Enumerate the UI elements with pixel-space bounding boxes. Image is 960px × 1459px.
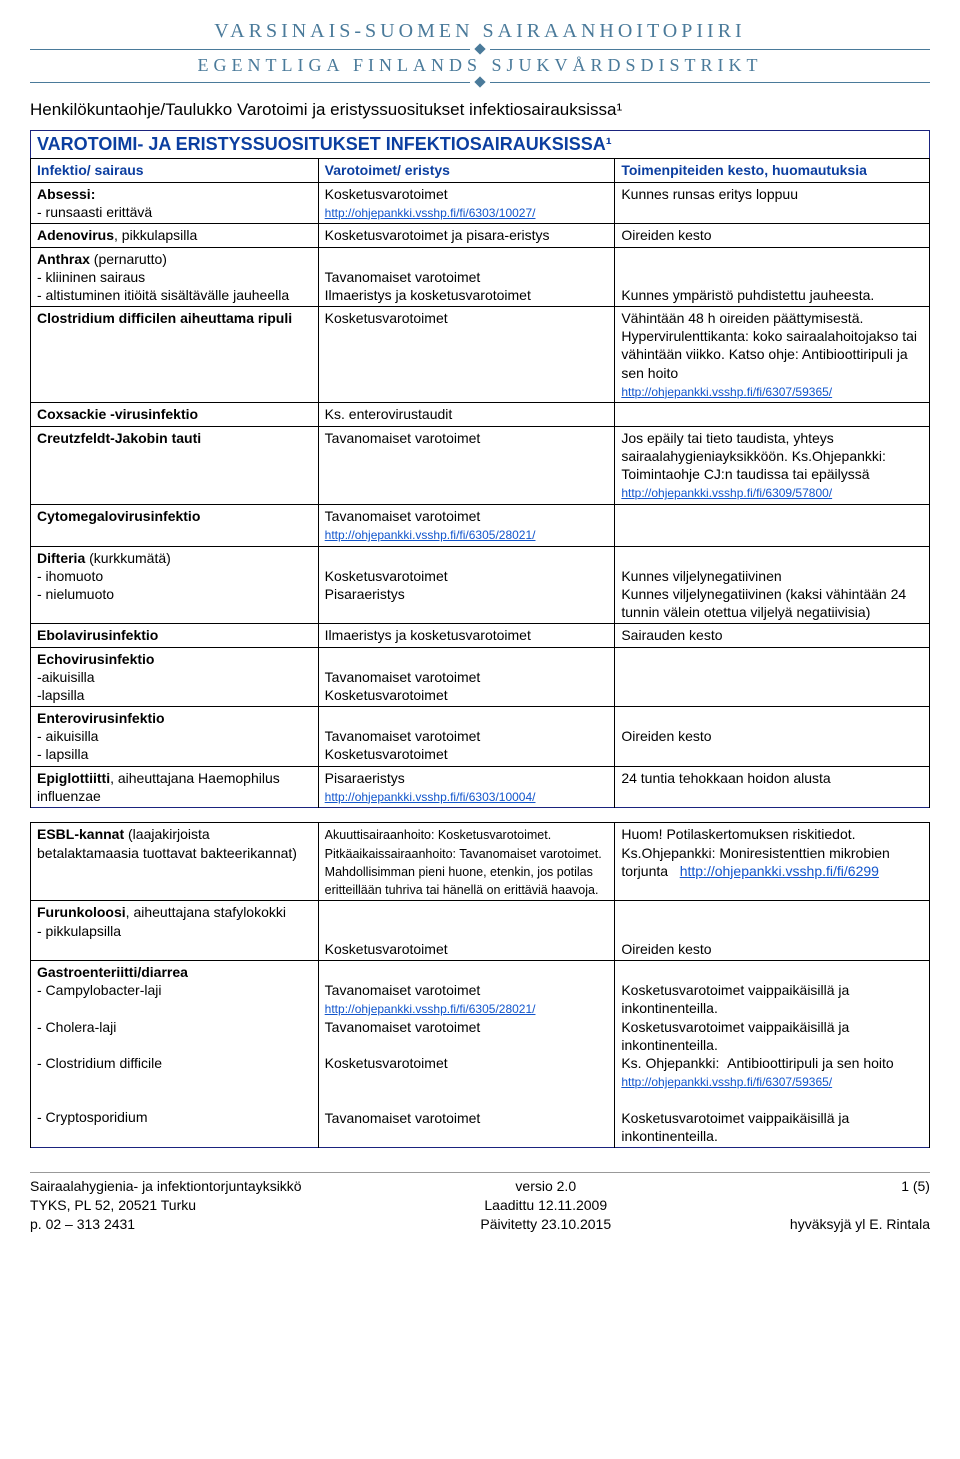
- footer-left: Sairaalahygienia- ja infektiontorjuntayk…: [30, 1177, 302, 1234]
- cell-infection: Clostridium difficilen aiheuttama ripuli: [31, 307, 319, 403]
- cell-duration: 24 tuntia tehokkaan hoidon alusta: [615, 766, 930, 808]
- cell-precaution: Ilmaeristys ja kosketusvarotoimet: [318, 624, 615, 647]
- cell-duration: Kunnes viljelynegatiivinenKunnes viljely…: [615, 546, 930, 624]
- col3-header: Toimenpiteiden kesto, huomautuksia: [615, 159, 930, 182]
- link-28021b[interactable]: http://ohjepankki.vsshp.fi/fi/6305/28021…: [325, 1002, 536, 1016]
- cell-duration: Sairauden kesto: [615, 624, 930, 647]
- table-row: Enterovirusinfektio- aikuisilla- lapsill…: [31, 707, 930, 767]
- link-57800[interactable]: http://ohjepankki.vsshp.fi/fi/6309/57800…: [621, 486, 832, 500]
- link-10004[interactable]: http://ohjepankki.vsshp.fi/fi/6303/10004…: [325, 790, 536, 804]
- logo-line2: EGENTLIGA FINLANDS SJUKVÅRDSDISTRIKT: [30, 55, 930, 76]
- cell-duration: Kunnes runsas eritys loppuu: [615, 182, 930, 224]
- cell-infection: Adenovirus, pikkulapsilla: [31, 224, 319, 247]
- cell-infection: Epiglottiitti, aiheuttajana Haemophilus …: [31, 766, 319, 808]
- page-footer: Sairaalahygienia- ja infektiontorjuntayk…: [30, 1172, 930, 1234]
- logo-line1: VARSINAIS-SUOMEN SAIRAANHOITOPIIRI: [30, 20, 930, 43]
- cell-precaution: Pisaraeristyshttp://ohjepankki.vsshp.fi/…: [318, 766, 615, 808]
- header-row: Infektio/ sairaus Varotoimet/ eristys To…: [31, 159, 930, 182]
- cell-infection: Cytomegalovirusinfektio: [31, 504, 319, 546]
- cell-infection: Anthrax (pernarutto)- kliininen sairaus-…: [31, 247, 319, 307]
- cell-infection: Creutzfeldt-Jakobin tauti: [31, 426, 319, 504]
- table-row: Anthrax (pernarutto)- kliininen sairaus-…: [31, 247, 930, 307]
- main-table-2: ESBL-kannat (laajakirjoista betalaktamaa…: [30, 822, 930, 1148]
- table-row: Echovirusinfektio-aikuisilla-lapsillaTav…: [31, 647, 930, 707]
- cell-precaution: Tavanomaiset varotoimet: [318, 426, 615, 504]
- cell-duration: Huom! Potilaskertomuksen riskitiedot. Ks…: [615, 823, 930, 901]
- logo-divider: [30, 45, 930, 53]
- org-logo: VARSINAIS-SUOMEN SAIRAANHOITOPIIRI EGENT…: [30, 20, 930, 86]
- cell-infection: Furunkoloosi, aiheuttajana stafylokokki-…: [31, 901, 319, 961]
- cell-precaution: Tavanomaiset varotoimetIlmaeristys ja ko…: [318, 247, 615, 307]
- link-28021a[interactable]: http://ohjepankki.vsshp.fi/fi/6305/28021…: [325, 528, 536, 542]
- cell-precaution: KosketusvarotoimetPisaraeristys: [318, 546, 615, 624]
- table-row: Absessi:- runsaasti erittäväKosketusvaro…: [31, 182, 930, 224]
- footer-center: versio 2.0Laadittu 12.11.2009Päivitetty …: [480, 1177, 611, 1234]
- cell-duration: Vähintään 48 h oireiden päättymisestä. H…: [615, 307, 930, 403]
- cell-precaution: Tavanomaiset varotoimetKosketusvarotoime…: [318, 707, 615, 767]
- link-6299[interactable]: http://ohjepankki.vsshp.fi/fi/6299: [680, 863, 879, 879]
- cell-precaution: Akuuttisairaanhoito: Kosketusvarotoimet.…: [318, 823, 615, 901]
- cell-precaution: Tavanomaiset varotoimethttp://ohjepankki…: [318, 504, 615, 546]
- cell-duration: Kunnes ympäristö puhdistettu jauheesta.: [615, 247, 930, 307]
- col2-header: Varotoimet/ eristys: [318, 159, 615, 182]
- cell-duration: Oireiden kesto: [615, 224, 930, 247]
- table-row: Epiglottiitti, aiheuttajana Haemophilus …: [31, 766, 930, 808]
- cell-duration: Oireiden kesto: [615, 707, 930, 767]
- cell-infection: Ebolavirusinfektio: [31, 624, 319, 647]
- cell-precaution: Kosketusvarotoimet ja pisara-eristys: [318, 224, 615, 247]
- link-59365b[interactable]: http://ohjepankki.vsshp.fi/fi/6307/59365…: [621, 1075, 832, 1089]
- cell-precaution: Tavanomaiset varotoimetKosketusvarotoime…: [318, 647, 615, 707]
- cell-infection: Difteria (kurkkumätä)- ihomuoto- nielumu…: [31, 546, 319, 624]
- cell-duration: [615, 504, 930, 546]
- table-row: EbolavirusinfektioIlmaeristys ja kosketu…: [31, 624, 930, 647]
- cell-infection: Coxsackie -virusinfektio: [31, 403, 319, 426]
- link-10027[interactable]: http://ohjepankki.vsshp.fi/fi/6303/10027…: [325, 206, 536, 220]
- link-59365a[interactable]: http://ohjepankki.vsshp.fi/fi/6307/59365…: [621, 385, 832, 399]
- table-row: Gastroenteriitti/diarrea- Campylobacter-…: [31, 960, 930, 1147]
- table-row: CytomegalovirusinfektioTavanomaiset varo…: [31, 504, 930, 546]
- cell-infection: ESBL-kannat (laajakirjoista betalaktamaa…: [31, 823, 319, 901]
- table-row: Furunkoloosi, aiheuttajana stafylokokki-…: [31, 901, 930, 961]
- cell-duration: Jos epäily tai tieto taudista, yhteys sa…: [615, 426, 930, 504]
- cell-duration: [615, 403, 930, 426]
- table-row: Coxsackie -virusinfektioKs. enterovirust…: [31, 403, 930, 426]
- table-row: Difteria (kurkkumätä)- ihomuoto- nielumu…: [31, 546, 930, 624]
- doc-subtitle: Henkilökuntaohje/Taulukko Varotoimi ja e…: [30, 100, 930, 120]
- table-row: Clostridium difficilen aiheuttama ripuli…: [31, 307, 930, 403]
- cell-infection: Gastroenteriitti/diarrea- Campylobacter-…: [31, 960, 319, 1147]
- logo-divider-2: [30, 78, 930, 86]
- cell-precaution: Tavanomaiset varotoimethttp://ohjepankki…: [318, 960, 615, 1147]
- cell-precaution: Kosketusvarotoimethttp://ohjepankki.vssh…: [318, 182, 615, 224]
- cell-infection: Absessi:- runsaasti erittävä: [31, 182, 319, 224]
- cell-precaution: Kosketusvarotoimet: [318, 307, 615, 403]
- table-row: ESBL-kannat (laajakirjoista betalaktamaa…: [31, 823, 930, 901]
- cell-duration: Kosketusvarotoimet vaippaikäisillä ja in…: [615, 960, 930, 1147]
- cell-duration: [615, 647, 930, 707]
- table-row: Creutzfeldt-Jakobin tautiTavanomaiset va…: [31, 426, 930, 504]
- cell-duration: Oireiden kesto: [615, 901, 930, 961]
- col1-header: Infektio/ sairaus: [31, 159, 319, 182]
- cell-precaution: Ks. enterovirustaudit: [318, 403, 615, 426]
- cell-precaution: Kosketusvarotoimet: [318, 901, 615, 961]
- table-row: Adenovirus, pikkulapsillaKosketusvarotoi…: [31, 224, 930, 247]
- cell-infection: Enterovirusinfektio- aikuisilla- lapsill…: [31, 707, 319, 767]
- main-table-1: VAROTOIMI- JA ERISTYSSUOSITUKSET INFEKTI…: [30, 130, 930, 808]
- cell-infection: Echovirusinfektio-aikuisilla-lapsilla: [31, 647, 319, 707]
- footer-right: 1 (5)hyväksyjä yl E. Rintala: [790, 1177, 930, 1234]
- doc-title: VAROTOIMI- JA ERISTYSSUOSITUKSET INFEKTI…: [37, 134, 612, 154]
